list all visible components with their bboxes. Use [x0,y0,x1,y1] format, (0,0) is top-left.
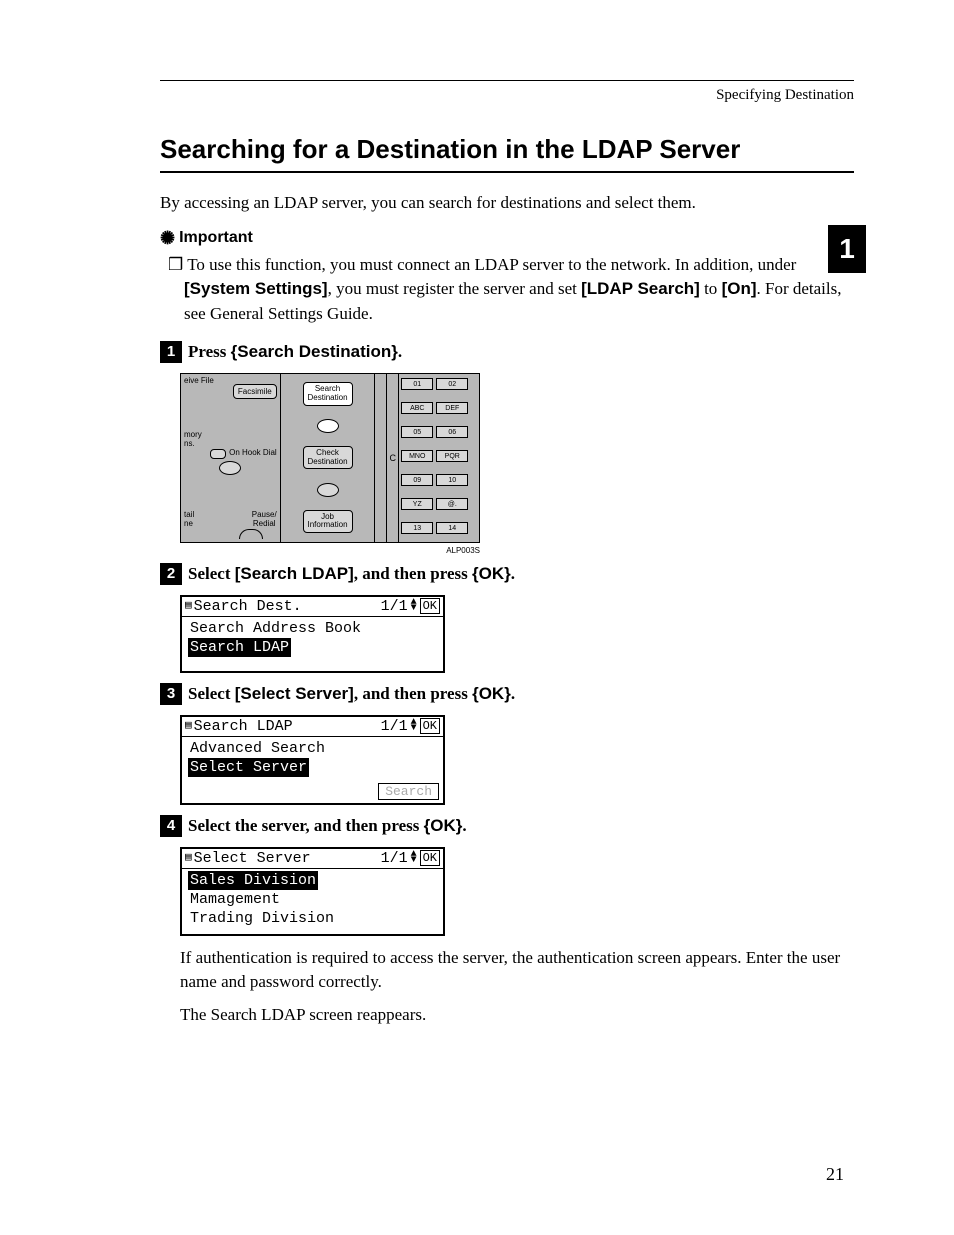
bullet-icon: ❒ [168,255,183,274]
facsimile-button: Facsimile [233,384,277,399]
figure-caption: ALP003S [180,546,480,555]
lcd-screen-1: ▤Search Dest. 1/1 ▲▼ OK Search Address B… [180,595,445,673]
page-title: Searching for a Destination in the LDAP … [160,134,854,173]
important-body: ❒ To use this function, you must connect… [160,253,854,327]
step-badge-4: 4 [160,815,182,837]
lcd-screen-2: ▤Search LDAP 1/1 ▲▼ OK Advanced Search S… [180,715,445,805]
gear-icon: ✺ [160,229,175,247]
updown-icon: ▲▼ [411,720,417,732]
control-panel-figure: eive File Facsimile mory ns. On Hook Dia… [180,373,480,555]
header-rule [160,80,854,81]
check-destination-button: Check Destination [303,446,353,470]
auth-paragraph: If authentication is required to access … [180,946,854,995]
step-2: 2 Select [Search LDAP], and then press {… [160,563,854,585]
important-label-text: Important [179,229,253,247]
lcd3-line3: Trading Division [188,909,437,928]
ok-indicator: OK [420,718,440,734]
ok-indicator: OK [420,598,440,614]
updown-icon: ▲▼ [411,852,417,864]
lcd1-line1: Search Address Book [188,619,437,638]
intro-text: By accessing an LDAP server, you can sea… [160,191,854,215]
lcd2-line1: Advanced Search [188,739,437,758]
menu-icon: ▤ [185,721,192,732]
hook-oval [219,461,241,475]
lcd3-line2: Mamagement [188,890,437,909]
step-badge-2: 2 [160,563,182,585]
important-heading: ✺ Important [160,229,854,247]
page-number: 21 [826,1164,844,1185]
menu-icon: ▤ [185,853,192,864]
lcd-screen-3: ▤Select Server 1/1 ▲▼ OK Sales Division … [180,847,445,936]
reappear-paragraph: The Search LDAP screen reappears. [180,1003,854,1028]
step-badge-3: 3 [160,683,182,705]
search-destination-button: Search Destination [303,382,353,406]
header-breadcrumb: Specifying Destination [160,87,854,104]
job-information-button: Job Information [303,510,353,534]
chapter-tab: 1 [828,225,866,273]
updown-icon: ▲▼ [411,600,417,612]
keypad: 0102 ABCDEF 0506 MNOPQR 0910 YZ@. 1314 [399,374,479,542]
step-3: 3 Select [Select Server], and then press… [160,683,854,705]
lcd-search-button: Search [378,783,439,800]
lcd1-line2-selected: Search LDAP [188,638,291,657]
menu-icon: ▤ [185,601,192,612]
step-badge-1: 1 [160,341,182,363]
lcd2-line2-selected: Select Server [188,758,309,777]
lcd3-line1-selected: Sales Division [188,871,318,890]
step-4: 4 Select the server, and then press {OK}… [160,815,854,837]
ok-indicator: OK [420,850,440,866]
step-1: 1 Press {Search Destination}. [160,341,854,363]
